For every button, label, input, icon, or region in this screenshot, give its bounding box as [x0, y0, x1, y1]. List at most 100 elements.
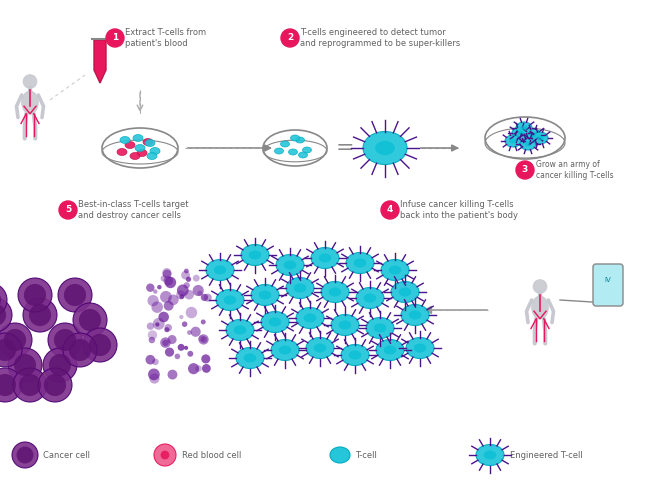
Circle shape [159, 312, 169, 322]
Ellipse shape [311, 247, 339, 268]
Ellipse shape [318, 253, 332, 263]
FancyBboxPatch shape [593, 264, 623, 306]
Ellipse shape [381, 260, 409, 281]
Circle shape [13, 368, 47, 402]
Ellipse shape [117, 148, 127, 156]
Ellipse shape [356, 287, 384, 308]
Circle shape [201, 320, 205, 325]
Circle shape [179, 294, 184, 299]
Ellipse shape [413, 344, 426, 352]
Circle shape [164, 327, 170, 332]
Circle shape [160, 337, 171, 348]
Circle shape [157, 285, 162, 289]
Text: 2: 2 [287, 34, 293, 42]
Circle shape [54, 329, 76, 351]
Ellipse shape [291, 135, 300, 141]
Circle shape [190, 326, 201, 337]
Ellipse shape [505, 135, 521, 147]
Circle shape [202, 354, 211, 364]
Circle shape [160, 291, 172, 303]
Ellipse shape [401, 305, 429, 325]
Circle shape [193, 275, 200, 282]
Circle shape [201, 294, 208, 301]
Circle shape [154, 444, 176, 466]
Text: Red blood cell: Red blood cell [182, 450, 241, 460]
Circle shape [164, 324, 172, 331]
Ellipse shape [409, 310, 421, 320]
Ellipse shape [286, 278, 314, 299]
Circle shape [177, 344, 185, 351]
Ellipse shape [389, 265, 401, 275]
Ellipse shape [520, 138, 536, 150]
Ellipse shape [206, 260, 234, 281]
Circle shape [203, 294, 212, 302]
Circle shape [0, 339, 16, 361]
Text: T-cell: T-cell [355, 450, 377, 460]
Ellipse shape [532, 132, 548, 144]
Ellipse shape [276, 255, 304, 276]
Circle shape [161, 275, 167, 282]
Ellipse shape [249, 250, 261, 260]
Circle shape [187, 330, 192, 335]
Circle shape [184, 290, 194, 300]
Ellipse shape [391, 282, 419, 303]
Ellipse shape [125, 142, 135, 148]
Ellipse shape [296, 137, 304, 143]
Circle shape [79, 309, 101, 331]
Ellipse shape [364, 293, 376, 303]
Circle shape [12, 442, 38, 468]
Ellipse shape [137, 149, 147, 157]
Circle shape [18, 278, 52, 312]
Text: Grow an army of
cancer killing T-cells: Grow an army of cancer killing T-cells [536, 160, 614, 181]
Ellipse shape [321, 282, 349, 303]
Ellipse shape [374, 324, 386, 332]
Ellipse shape [532, 296, 548, 319]
Text: IV: IV [604, 277, 612, 283]
Ellipse shape [234, 325, 246, 335]
Ellipse shape [384, 346, 396, 355]
Circle shape [148, 330, 157, 340]
Circle shape [0, 368, 22, 402]
Ellipse shape [375, 141, 395, 155]
Circle shape [184, 268, 188, 273]
Circle shape [83, 328, 117, 362]
Text: Best-in-class T-cells target
and destroy cancer cells: Best-in-class T-cells target and destroy… [78, 200, 188, 221]
Ellipse shape [341, 345, 369, 366]
Text: Engineered T-cell: Engineered T-cell [510, 450, 583, 460]
Ellipse shape [298, 152, 307, 158]
Circle shape [151, 302, 163, 313]
Ellipse shape [294, 284, 306, 292]
Circle shape [29, 304, 51, 326]
Circle shape [168, 335, 177, 344]
Circle shape [73, 303, 107, 337]
Text: Infuse cancer killing T-cells
back into the patient's body: Infuse cancer killing T-cells back into … [400, 200, 518, 221]
Text: 1: 1 [112, 34, 118, 42]
Ellipse shape [406, 338, 434, 359]
Circle shape [168, 295, 179, 305]
Ellipse shape [224, 295, 237, 305]
Ellipse shape [484, 450, 497, 460]
Circle shape [0, 283, 7, 317]
Ellipse shape [150, 147, 160, 155]
Circle shape [202, 364, 211, 373]
Circle shape [181, 271, 190, 280]
Circle shape [59, 201, 77, 219]
Text: 5: 5 [65, 205, 71, 215]
Circle shape [164, 301, 174, 311]
Circle shape [19, 374, 41, 396]
Circle shape [106, 29, 124, 47]
Circle shape [175, 354, 180, 359]
Circle shape [198, 334, 209, 345]
Circle shape [63, 333, 97, 367]
Ellipse shape [516, 130, 524, 136]
Circle shape [0, 374, 16, 396]
Circle shape [186, 277, 191, 282]
Circle shape [149, 337, 155, 343]
Circle shape [198, 335, 205, 342]
Text: T-cells engineered to detect tumor
and reprogrammed to be super-killers: T-cells engineered to detect tumor and r… [300, 28, 460, 48]
Circle shape [162, 340, 169, 346]
Ellipse shape [261, 311, 289, 332]
Circle shape [146, 355, 155, 365]
Ellipse shape [241, 244, 269, 265]
Text: Extract T-cells from
patient's blood: Extract T-cells from patient's blood [125, 28, 206, 48]
